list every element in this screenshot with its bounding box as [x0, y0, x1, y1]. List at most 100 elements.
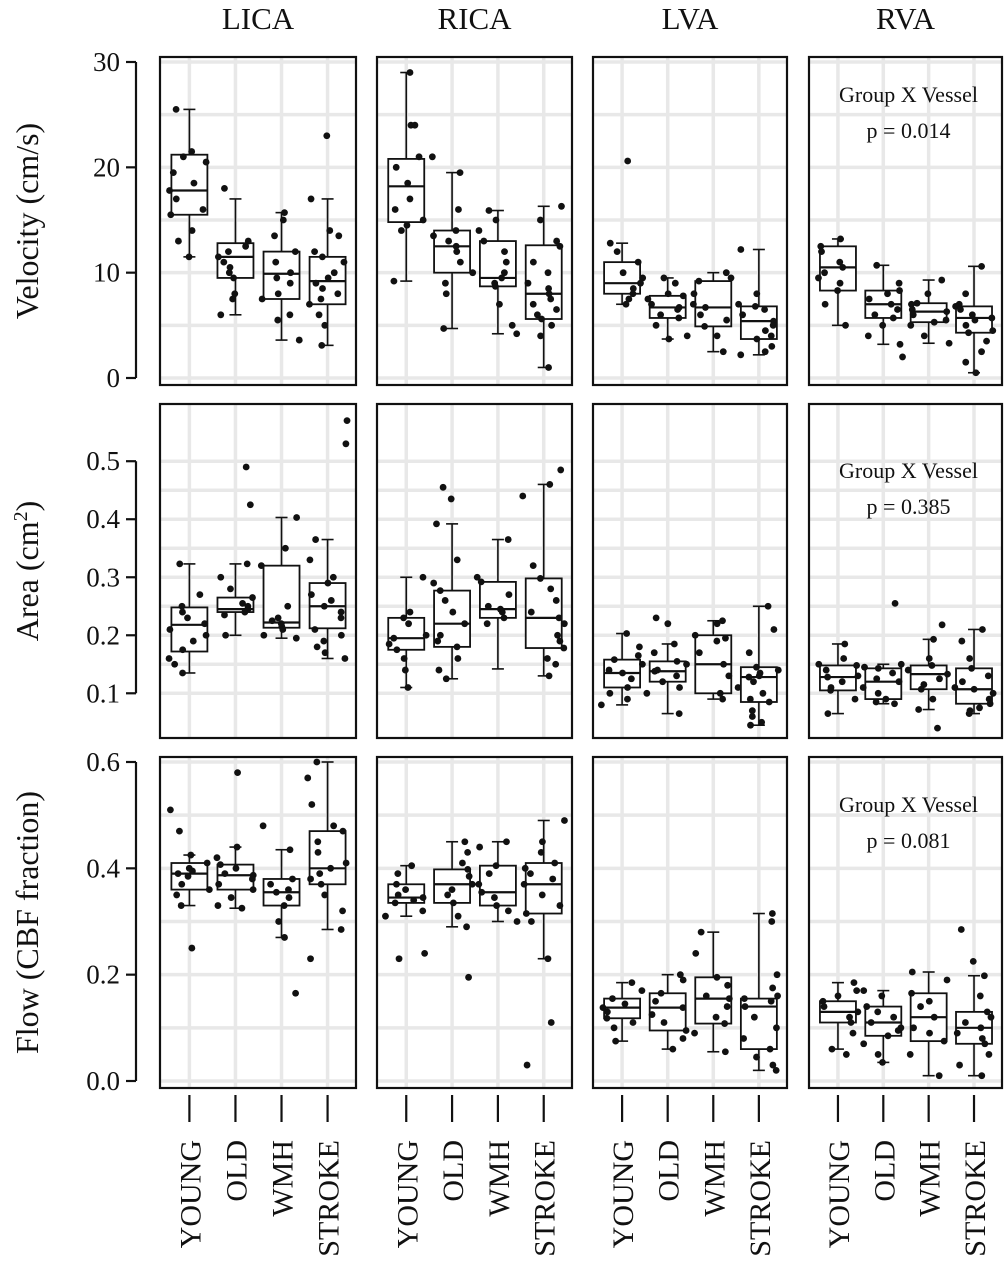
data-point	[504, 907, 512, 915]
data-point	[543, 655, 551, 662]
data-point	[691, 1029, 698, 1037]
data-point	[906, 1051, 914, 1058]
data-point	[748, 707, 756, 715]
data-point	[544, 269, 552, 277]
data-point	[850, 979, 858, 987]
box-wmh	[906, 968, 951, 1080]
box-wmh	[475, 207, 521, 338]
data-point	[463, 923, 470, 931]
data-point	[745, 673, 753, 681]
data-point	[773, 971, 781, 979]
data-point	[910, 1024, 917, 1032]
data-point	[968, 311, 976, 319]
data-point	[527, 870, 534, 878]
annotation-p-value: p = 0.014	[867, 118, 951, 143]
box-old	[216, 463, 256, 639]
data-point	[621, 1000, 629, 1008]
data-point	[407, 121, 415, 129]
data-point	[673, 672, 680, 680]
data-point	[321, 321, 329, 329]
data-point	[178, 880, 186, 888]
data-point	[976, 704, 983, 712]
data-point	[233, 843, 241, 851]
data-point	[560, 620, 568, 628]
data-point	[390, 277, 398, 285]
data-point	[683, 660, 690, 668]
data-point	[213, 854, 221, 862]
data-point	[524, 279, 532, 287]
data-point	[272, 888, 280, 896]
data-point	[419, 907, 427, 915]
data-point	[547, 295, 555, 303]
data-point	[838, 678, 846, 686]
data-point	[504, 536, 512, 543]
x-tick-label-wmh: WMH	[267, 1140, 300, 1217]
data-point	[444, 891, 452, 899]
data-point	[691, 631, 699, 639]
data-point	[268, 617, 276, 625]
box-stroke	[953, 926, 995, 1080]
data-point	[307, 195, 315, 203]
y-axis-title-row-2: Area (cm2)	[9, 501, 45, 642]
data-point	[468, 880, 476, 888]
data-point	[722, 269, 730, 277]
data-point	[983, 1008, 991, 1016]
data-point	[908, 300, 915, 308]
data-point	[720, 660, 727, 668]
data-point	[930, 635, 937, 643]
data-point	[619, 669, 626, 677]
data-point	[773, 1024, 780, 1032]
panel-frame	[375, 755, 574, 1090]
data-point	[545, 285, 553, 292]
data-point	[968, 664, 976, 672]
data-point	[330, 269, 338, 277]
data-point	[553, 237, 561, 245]
data-point	[768, 910, 776, 917]
panel-frame	[591, 55, 789, 387]
data-point	[529, 300, 537, 308]
data-point	[342, 440, 350, 448]
data-point	[221, 870, 229, 878]
data-point	[464, 865, 472, 873]
data-point	[492, 862, 500, 870]
data-point	[719, 348, 727, 356]
data-point	[316, 870, 324, 878]
data-point	[874, 1008, 882, 1016]
data-point	[320, 602, 328, 610]
annotation-title: Group X Vessel	[839, 82, 978, 107]
data-point	[244, 237, 252, 245]
data-point	[697, 928, 705, 936]
box-young	[819, 979, 862, 1058]
data-point	[539, 838, 546, 846]
data-point	[989, 327, 997, 334]
data-point	[523, 1061, 531, 1069]
data-point	[987, 1013, 995, 1021]
data-point	[454, 655, 462, 662]
data-point	[891, 700, 898, 708]
data-point	[827, 686, 835, 694]
data-point	[217, 311, 225, 319]
data-point	[915, 706, 923, 713]
data-point	[242, 463, 250, 471]
panel-frame	[375, 402, 574, 740]
data-point	[853, 662, 861, 669]
box-old	[433, 838, 476, 981]
y-tick-label: 10	[93, 258, 120, 288]
data-point	[422, 631, 430, 639]
data-point	[959, 678, 966, 686]
data-point	[860, 987, 868, 995]
data-point	[221, 185, 228, 192]
panel-rica-row-3	[375, 755, 574, 1090]
data-point	[712, 1013, 720, 1021]
y-axis-title-row-3: Flow (CBF fraction)	[9, 791, 45, 1054]
data-point	[395, 955, 403, 963]
data-point	[500, 614, 508, 622]
panel-frame	[158, 402, 358, 740]
data-point	[184, 872, 192, 880]
data-point	[172, 106, 180, 113]
data-point	[477, 578, 485, 586]
data-point	[403, 221, 411, 229]
data-point	[935, 1072, 943, 1080]
data-point	[909, 311, 917, 319]
